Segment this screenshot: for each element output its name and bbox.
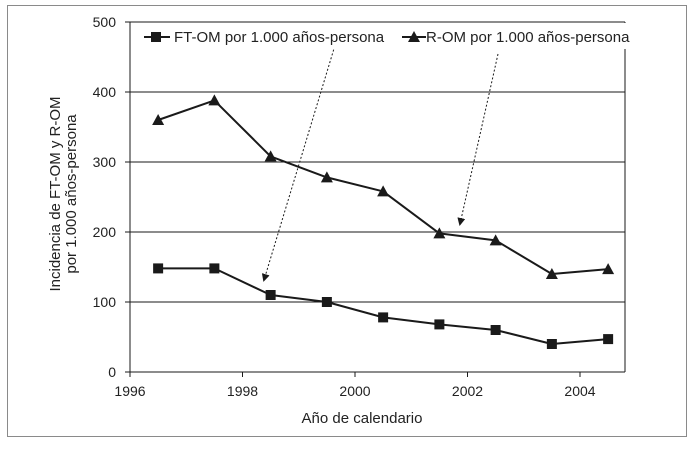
- r-om-pointer-arrow: [457, 53, 499, 226]
- ft-om-pointer-arrow: [261, 41, 337, 282]
- ft-om-point-6: [490, 325, 501, 335]
- series-lines: [157, 99, 609, 345]
- x-tick-label-2004: 2004: [564, 383, 595, 399]
- x-tick-label-1996: 1996: [114, 383, 145, 399]
- r-om-point-1: [208, 94, 221, 106]
- y-tick-label-500: 500: [93, 14, 117, 30]
- ft-om-point-2: [265, 290, 276, 300]
- series-line-ft-om: [158, 267, 609, 345]
- legend: FT-OM por 1.000 años-persona R-OM por 1.…: [142, 23, 642, 49]
- legend-label-r-om: R-OM por 1.000 años-persona: [426, 29, 630, 46]
- ft-om-point-5: [434, 319, 445, 330]
- annotation-arrows: [261, 41, 499, 282]
- r-om-point-0: [152, 114, 165, 125]
- r-om-point-7: [545, 268, 558, 279]
- y-tick-label-300: 300: [93, 154, 117, 170]
- x-tick-label-2000: 2000: [339, 383, 370, 399]
- r-om-point-8: [602, 263, 615, 275]
- ft-om-point-8: [603, 334, 614, 345]
- y-tick-labels: 0 100 200 300 400 500: [93, 14, 130, 380]
- ft-om-point-3: [321, 297, 332, 307]
- y-tick-label-0: 0: [108, 364, 116, 380]
- x-tick-label-1998: 1998: [227, 383, 258, 399]
- ft-om-point-4: [378, 312, 389, 323]
- ft-om-point-1: [209, 263, 220, 274]
- r-om-point-3: [320, 171, 333, 183]
- x-axis-title: Año de calendario: [302, 410, 423, 427]
- y-tick-label-100: 100: [93, 294, 117, 310]
- legend-label-ft-om: FT-OM por 1.000 años-persona: [174, 29, 385, 46]
- x-tick-label-2002: 2002: [452, 383, 483, 399]
- ft-om-point-0: [153, 263, 164, 274]
- axes: [129, 21, 626, 373]
- gridlines: [130, 21, 625, 303]
- y-axis-title-line-1: Incidencia de FT-OM y R-OM: [47, 96, 64, 291]
- y-tick-label-200: 200: [93, 224, 117, 240]
- y-tick-label-400: 400: [93, 84, 117, 100]
- ft-om-point-7: [546, 339, 557, 349]
- legend-triangle-marker: [408, 31, 420, 42]
- r-om-point-5: [433, 227, 446, 239]
- figure-frame: [7, 5, 687, 437]
- r-om-point-2: [264, 150, 277, 162]
- legend-square-marker: [151, 32, 161, 42]
- r-om-point-6: [489, 234, 502, 246]
- y-axis-title-line-2: por 1.000 años-persona: [63, 114, 80, 274]
- x-tick-labels: 1996 1998 2000 2002 2004: [114, 372, 596, 399]
- series-markers: [152, 94, 615, 349]
- r-om-point-4: [377, 185, 390, 197]
